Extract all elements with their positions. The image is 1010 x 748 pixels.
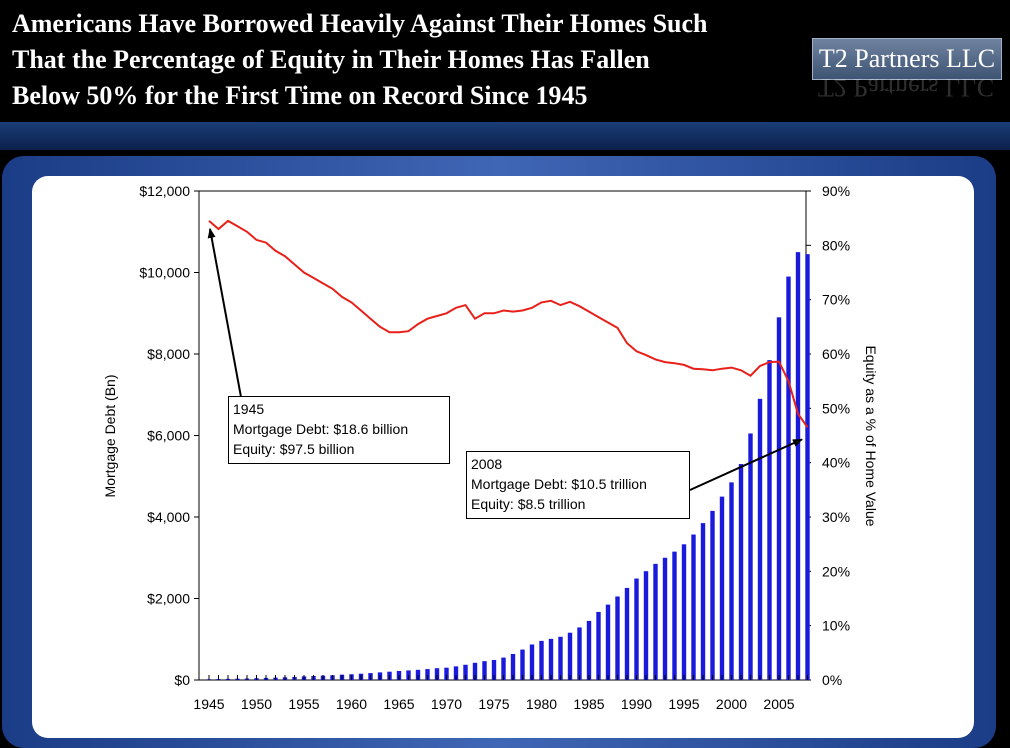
mortgage-debt-bar — [710, 510, 715, 680]
mortgage-debt-bar — [491, 659, 497, 680]
left-axis-tick-label: $6,000 — [147, 428, 190, 444]
left-axis-tick-label: $0 — [174, 672, 190, 688]
mortgage-debt-bar — [596, 611, 601, 680]
right-axis-tick-label: 40% — [822, 455, 850, 471]
mortgage-debt-bar — [482, 661, 487, 680]
mortgage-debt-bar — [586, 620, 592, 680]
mortgage-debt-bar — [748, 433, 753, 680]
mortgage-debt-bar — [681, 544, 687, 680]
mortgage-debt-bar — [719, 496, 725, 680]
left-axis-tick-label: $12,000 — [139, 183, 190, 199]
mortgage-debt-bar — [605, 604, 611, 680]
callout-1945-year: 1945 — [233, 401, 265, 417]
mortgage-debt-bar — [738, 464, 744, 680]
mortgage-debt-bar — [767, 360, 772, 680]
callout-1945: 1945 Mortgage Debt: $18.6 billion Equity… — [228, 396, 450, 464]
right-axis-tick-label: 30% — [822, 509, 850, 525]
mortgage-debt-bar — [700, 523, 706, 680]
x-axis-tick-label: 1985 — [573, 696, 604, 712]
right-axis-tick-label: 80% — [822, 237, 850, 253]
mortgage-debt-bar — [615, 596, 620, 680]
callout-2008-arrow — [689, 438, 803, 491]
company-logo: T2 Partners LLC — [812, 38, 1002, 80]
left-axis-tick-label: $4,000 — [147, 509, 190, 525]
left-axis-title: Mortgage Debt (Bn) — [102, 375, 118, 498]
mortgage-debt-bar — [691, 534, 696, 680]
mortgage-debt-bar — [415, 669, 421, 680]
mortgage-debt-bar — [453, 666, 459, 680]
equity-line — [208, 219, 809, 428]
mortgage-debt-bar — [795, 252, 801, 680]
mortgage-debt-bar — [672, 551, 677, 680]
right-axis-tick-label: 50% — [822, 400, 850, 416]
mortgage-debt-bar — [786, 276, 791, 680]
x-axis-tick-label: 2000 — [716, 696, 747, 712]
right-axis-tick-label: 90% — [822, 183, 850, 199]
right-axis-tick-label: 0% — [822, 672, 842, 688]
mortgage-debt-bar — [510, 654, 516, 680]
callout-2008-year: 2008 — [471, 456, 503, 472]
right-axis-tick-label: 10% — [822, 618, 850, 634]
x-axis-tick-label: 1975 — [478, 696, 509, 712]
mortgage-debt-bar — [653, 563, 658, 680]
right-axis-tick-label: 60% — [822, 346, 850, 362]
callout-2008-debt: Mortgage Debt: $10.5 trillion — [471, 476, 647, 492]
callout-2008-equity: Equity: $8.5 trillion — [471, 496, 586, 512]
left-axis-tick-label: $2,000 — [147, 591, 190, 607]
right-axis-tick-label: 20% — [822, 563, 850, 579]
mortgage-debt-bar — [520, 649, 525, 680]
mortgage-debt-bar — [757, 398, 763, 680]
right-axis-title: Equity as a % of Home Value — [863, 345, 879, 526]
mortgage-debt-bar — [529, 644, 535, 680]
mortgage-debt-bar — [558, 636, 563, 680]
x-axis-tick-label: 1970 — [431, 696, 462, 712]
x-axis-tick-label: 1995 — [668, 696, 699, 712]
callout-1945-arrow — [207, 227, 242, 398]
x-axis-tick-label: 1950 — [241, 696, 272, 712]
mortgage-debt-bar — [463, 664, 468, 680]
mortgage-debt-bar — [643, 571, 649, 680]
mortgage-debt-bar — [472, 662, 478, 680]
mortgage-debt-bar — [729, 482, 734, 680]
mortgage-debt-bar — [662, 557, 668, 680]
right-axis-tick-label: 70% — [822, 292, 850, 308]
left-axis-tick-label: $8,000 — [147, 346, 190, 362]
x-axis-tick-label: 1955 — [288, 696, 319, 712]
mortgage-debt-bar — [539, 640, 544, 680]
x-axis-tick-label: 1960 — [336, 696, 367, 712]
callout-2008: 2008 Mortgage Debt: $10.5 trillion Equit… — [466, 451, 690, 519]
mortgage-debt-bar — [425, 669, 430, 680]
slide-title: Americans Have Borrowed Heavily Against … — [12, 9, 708, 110]
header-band — [0, 122, 1010, 150]
mortgage-debt-bar — [624, 587, 630, 680]
mortgage-debt-bar — [548, 638, 554, 680]
mortgage-debt-bar — [577, 627, 582, 680]
mortgage-debt-bar — [805, 254, 810, 680]
mortgage-debt-bar — [501, 657, 506, 680]
left-axis-tick-label: $10,000 — [139, 265, 190, 281]
x-axis-tick-label: 1980 — [526, 696, 557, 712]
mortgage-debt-bar — [444, 667, 449, 680]
mortgage-debt-bar — [776, 317, 782, 680]
mortgage-debt-bar — [634, 578, 639, 680]
mortgage-debt-bar — [434, 668, 440, 680]
callout-1945-equity: Equity: $97.5 billion — [233, 441, 355, 457]
mortgage-debt-bar — [567, 632, 573, 680]
x-axis-tick-label: 1990 — [621, 696, 652, 712]
x-axis-tick-label: 1945 — [193, 696, 224, 712]
x-axis-tick-label: 2005 — [763, 696, 794, 712]
callout-1945-debt: Mortgage Debt: $18.6 billion — [233, 421, 409, 437]
x-axis-tick-label: 1965 — [383, 696, 414, 712]
